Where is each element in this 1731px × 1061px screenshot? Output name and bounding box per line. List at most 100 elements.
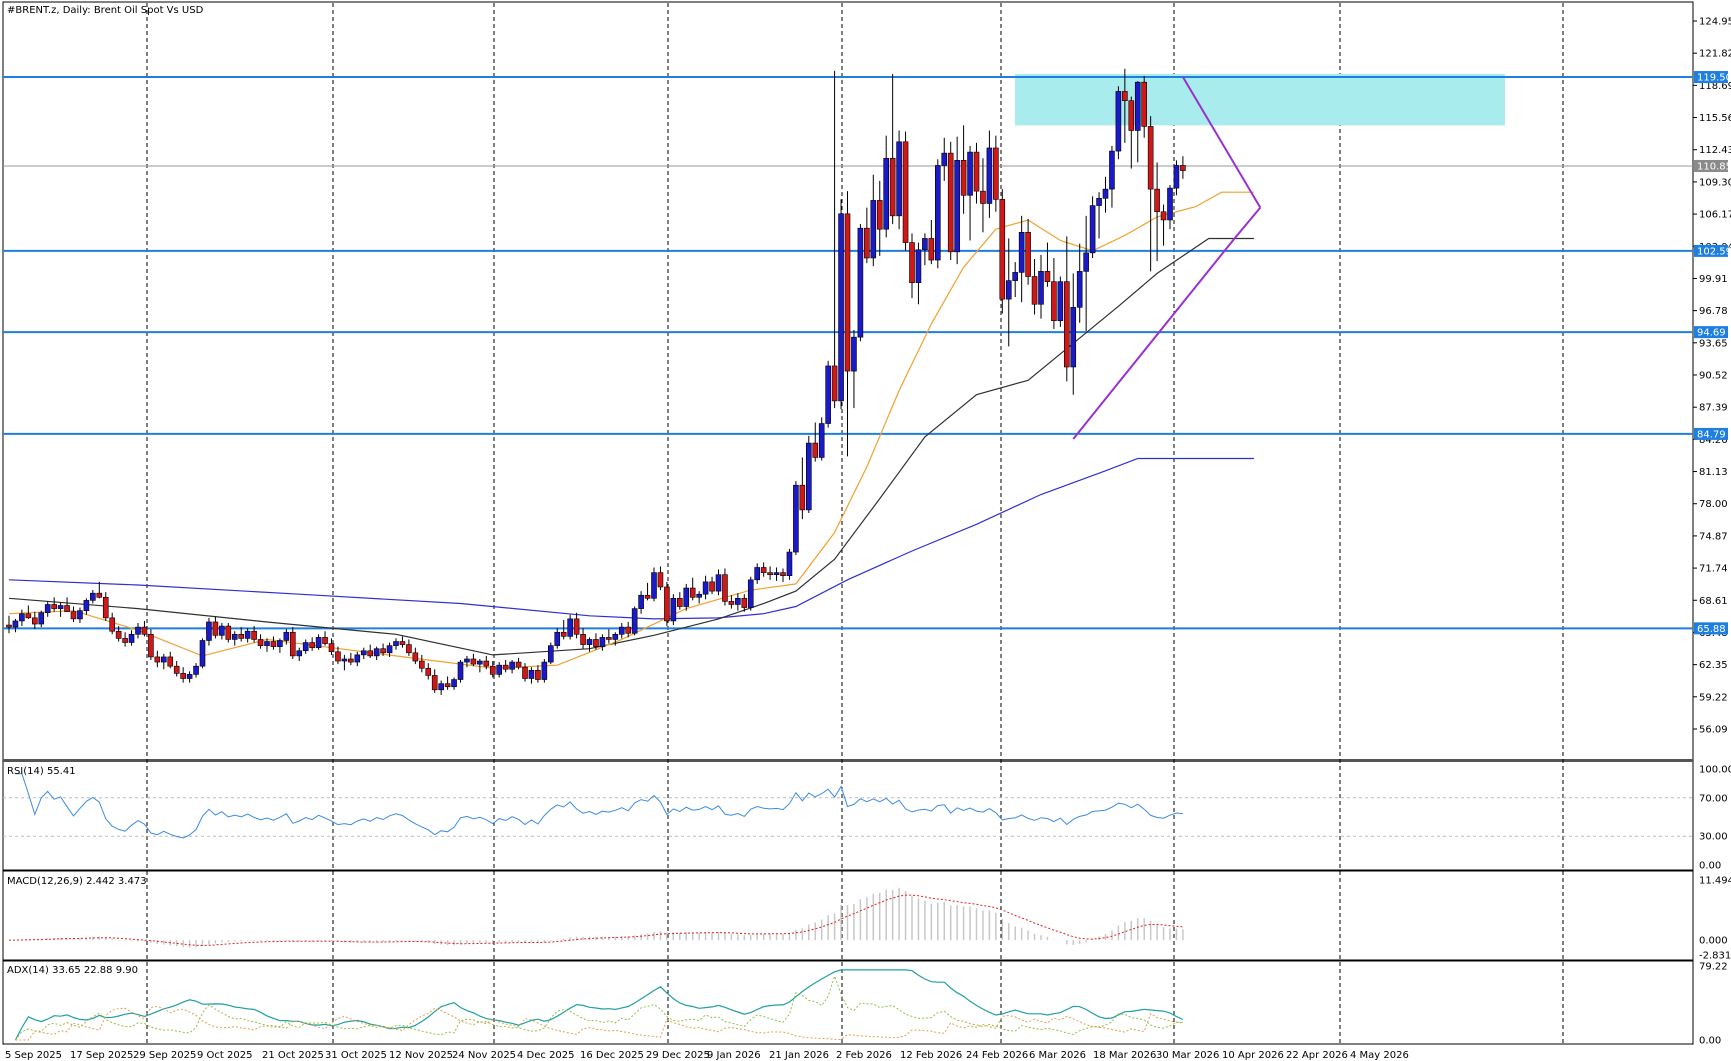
candle-body-43 <box>283 631 290 641</box>
candle-body-66 <box>431 675 438 691</box>
candle-body-107 <box>696 593 702 598</box>
x-tick-label-9: 16 Dec 2025 <box>580 1050 644 1061</box>
y-tick-label-14: 81.13 <box>1699 467 1728 478</box>
candle-body-48 <box>315 637 322 648</box>
candle-body-134 <box>870 200 877 259</box>
candle-body-149 <box>967 151 973 196</box>
candle-body-153 <box>993 147 999 200</box>
y-tick-label-21: 59.22 <box>1699 692 1728 703</box>
candle-body-113 <box>735 598 741 605</box>
candle-body-108 <box>702 581 709 595</box>
candle-body-115 <box>747 579 754 608</box>
level-tag-1-bg <box>1694 244 1728 257</box>
candle-body-120 <box>780 572 786 576</box>
candle-body-129 <box>838 213 844 402</box>
candle-body-11 <box>77 610 83 620</box>
y-tick-label-17: 71.74 <box>1699 564 1728 575</box>
candle-body-17 <box>115 630 122 639</box>
candle-body-173 <box>1122 91 1128 101</box>
candle-body-6 <box>44 604 51 614</box>
candle-body-45 <box>296 650 303 657</box>
candle-body-130 <box>844 213 851 372</box>
current-price-tag-bg <box>1694 159 1728 172</box>
candle-body-16 <box>109 617 115 632</box>
y-tick-label-9: 96.78 <box>1699 306 1728 317</box>
price-axis: 124.95 121.82 118.69 115.56 112.43 109.30 106.… <box>1693 17 1731 736</box>
candle-body-73 <box>477 660 483 665</box>
candle-body-75 <box>489 665 496 675</box>
candle-body-52 <box>341 658 348 662</box>
candle-body-178 <box>1154 188 1160 213</box>
candle-body-182 <box>1180 165 1186 171</box>
y-tick-label-11: 90.52 <box>1699 371 1728 382</box>
trendlines[interactable] <box>1072 76 1262 440</box>
candle-body-135 <box>876 200 883 230</box>
candle-body-42 <box>277 640 283 647</box>
rsi-label: RSI(14) 55.41 <box>7 766 76 777</box>
rsi-panel[interactable] <box>2 760 1694 871</box>
candle-body-46 <box>302 642 309 652</box>
candle-body-49 <box>322 637 328 644</box>
candle-body-76 <box>496 664 503 675</box>
candle-body-169 <box>1096 198 1102 206</box>
rsi-tick-2: 30.00 <box>1699 832 1728 843</box>
resistance-zone-box <box>1015 73 1505 126</box>
candle-body-72 <box>470 658 477 665</box>
candle-body-94 <box>612 634 619 640</box>
candle-body-97 <box>631 608 638 634</box>
candle-body-31 <box>206 621 212 641</box>
candle-body-19 <box>128 634 135 643</box>
x-tick-label-5: 31 Oct 2025 <box>325 1050 387 1061</box>
candle-body-181 <box>1173 165 1180 189</box>
y-tick-label-2: 118.69 <box>1699 81 1731 92</box>
x-tick-label-0: 5 Sep 2025 <box>5 1050 62 1061</box>
candle-body-125 <box>812 442 819 458</box>
x-tick-label-14: 12 Feb 2026 <box>900 1050 962 1061</box>
candle-body-150 <box>973 151 980 192</box>
candle-body-155 <box>1005 280 1012 300</box>
adx-panel[interactable] <box>2 960 1694 1045</box>
ma-line-2 <box>8 191 1254 669</box>
adx-plus-di-line <box>15 974 1183 1041</box>
candle-body-101 <box>657 572 664 588</box>
candle-body-25 <box>167 656 174 667</box>
candle-body-86 <box>560 631 567 637</box>
candle-body-44 <box>289 631 296 657</box>
candle-body-114 <box>741 598 748 608</box>
candle-body-171 <box>1109 150 1115 190</box>
y-tick-label-4: 112.43 <box>1699 145 1731 156</box>
candle-body-145 <box>941 152 948 166</box>
macd-tick-2: -2.831 <box>1699 951 1731 962</box>
candle-body-12 <box>83 600 90 611</box>
rsi-line <box>15 773 1183 839</box>
candle-body-156 <box>1012 272 1019 281</box>
candle-body-172 <box>1115 91 1122 152</box>
level-tag-2-bg <box>1694 326 1728 339</box>
candle-body-144 <box>934 165 941 261</box>
candle-body-68 <box>444 683 451 688</box>
x-tick-label-21: 4 May 2026 <box>1350 1050 1409 1061</box>
trendline-0 <box>1072 237 1236 440</box>
candle-body-23 <box>154 656 161 663</box>
x-tick-label-10: 29 Dec 2025 <box>646 1050 710 1061</box>
macd-indicator: 11.494 0.000 -2.831 <box>8 876 1731 962</box>
candle-body-83 <box>541 661 548 680</box>
rsi-tick-3: 0.00 <box>1699 861 1721 872</box>
candle-body-1 <box>12 620 19 628</box>
candle-body-88 <box>573 618 580 635</box>
level-tag-3: 84.79 <box>1697 429 1726 440</box>
x-tick-label-19: 10 Apr 2026 <box>1222 1050 1284 1061</box>
x-tick-label-8: 4 Dec 2025 <box>517 1050 575 1061</box>
candle-body-139 <box>902 141 909 243</box>
candle-body-126 <box>818 423 825 458</box>
candle-body-99 <box>644 594 651 599</box>
x-tick-label-16: 6 Mar 2026 <box>1029 1050 1086 1061</box>
candle-body-89 <box>580 634 586 645</box>
candle-body-14 <box>96 592 103 598</box>
candle-body-163 <box>1057 281 1064 322</box>
candle-body-8 <box>57 605 64 609</box>
macd-tick-1: 0.000 <box>1699 936 1728 947</box>
x-tick-label-17: 18 Mar 2026 <box>1093 1050 1156 1061</box>
candle-body-142 <box>922 238 928 251</box>
